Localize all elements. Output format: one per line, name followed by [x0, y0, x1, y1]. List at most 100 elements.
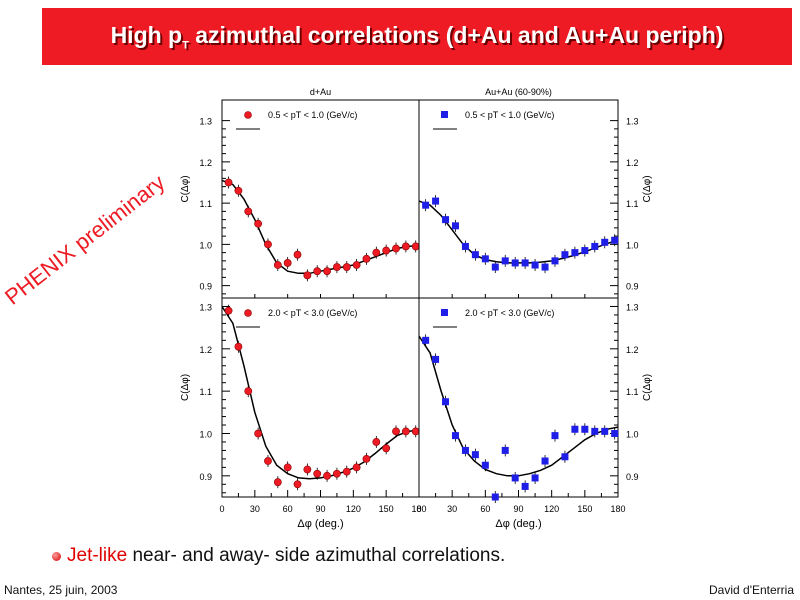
data-point — [313, 267, 322, 276]
data-point — [511, 474, 519, 482]
data-point — [244, 387, 253, 396]
data-point — [401, 242, 410, 251]
y-tick-label: 1.3 — [626, 302, 639, 312]
legend-marker — [441, 309, 448, 316]
y-axis-label: C(Δφ) — [180, 175, 191, 202]
y-axis-label: C(Δφ) — [180, 374, 191, 401]
y-tick-label: 1.0 — [199, 240, 212, 250]
data-point — [333, 263, 341, 271]
y-tick-label: 1.1 — [199, 387, 212, 397]
data-point — [511, 259, 519, 267]
data-point — [382, 246, 391, 255]
y-tick-label: 0.9 — [199, 282, 212, 292]
data-point — [372, 438, 381, 446]
data-point — [293, 250, 302, 259]
panel-title: Au+Au (60-90%) — [485, 87, 552, 97]
x-axis-label: Δφ (deg.) — [495, 518, 541, 530]
data-point — [362, 454, 371, 463]
data-point — [273, 261, 282, 269]
y-tick-label: 1.2 — [199, 345, 212, 355]
legend-marker — [441, 111, 448, 118]
data-point — [611, 236, 619, 244]
bullet-icon — [52, 551, 61, 561]
data-point — [293, 480, 302, 489]
data-point — [382, 444, 391, 453]
x-tick-label: 0 — [416, 504, 421, 514]
y-tick-label: 0.9 — [199, 472, 212, 482]
data-point — [481, 255, 489, 263]
x-tick-label: 150 — [379, 504, 394, 514]
y-tick-label: 1.0 — [199, 429, 212, 439]
x-tick-label: 90 — [315, 504, 325, 514]
legend-label: 2.0 < pT < 3.0 (GeV/c) — [465, 308, 554, 318]
data-point — [481, 461, 489, 469]
data-point — [581, 425, 589, 433]
data-point — [411, 427, 420, 436]
data-point — [264, 457, 272, 465]
data-point — [422, 201, 430, 209]
data-point — [521, 482, 529, 490]
y-tick-label: 1.0 — [626, 240, 639, 250]
data-point — [372, 248, 381, 257]
data-point — [551, 257, 559, 265]
data-point — [411, 242, 420, 251]
y-tick-label: 1.3 — [199, 302, 212, 312]
y-tick-label: 1.3 — [626, 117, 639, 127]
panel-frame-top-right — [418, 99, 619, 299]
data-point — [401, 427, 410, 436]
data-point — [224, 178, 233, 187]
data-point — [451, 222, 459, 230]
y-tick-label: 1.1 — [626, 387, 639, 397]
data-point — [392, 244, 400, 253]
y-tick-label: 1.2 — [199, 158, 212, 168]
y-tick-label: 0.9 — [626, 472, 639, 482]
x-axis-label: Δφ (deg.) — [297, 518, 343, 530]
data-point — [224, 306, 233, 315]
data-point — [254, 219, 263, 228]
data-point — [591, 242, 599, 250]
data-point — [234, 342, 243, 351]
data-point — [303, 271, 312, 280]
data-point — [352, 261, 361, 269]
x-tick-label: 180 — [610, 504, 625, 514]
bullet-highlight: Jet-like — [67, 545, 128, 566]
data-point — [601, 238, 609, 246]
data-point — [501, 257, 509, 265]
title-bar: High pT azimuthal correlations (d+Au and… — [42, 8, 792, 65]
data-point — [342, 263, 351, 271]
data-point — [234, 186, 243, 195]
data-point — [442, 216, 450, 224]
data-point — [283, 463, 292, 472]
data-point — [432, 355, 440, 363]
bullet-point: Jet-like near- and away- side azimuthal … — [52, 545, 505, 567]
data-point — [342, 467, 351, 476]
data-point — [561, 453, 569, 461]
data-point — [541, 457, 549, 465]
legend-label: 2.0 < pT < 3.0 (GeV/c) — [268, 308, 357, 318]
data-point — [491, 263, 499, 271]
panel-title: d+Au — [310, 87, 331, 97]
data-point — [283, 259, 292, 267]
data-point — [313, 469, 322, 478]
data-point — [571, 249, 579, 257]
data-point — [392, 427, 400, 436]
bullet-text: near- and away- side azimuthal correlati… — [127, 545, 506, 566]
data-point — [323, 471, 331, 480]
data-point — [611, 429, 619, 437]
data-point — [451, 432, 459, 440]
data-point — [591, 427, 599, 435]
y-tick-label: 1.3 — [199, 117, 212, 127]
data-point — [273, 478, 282, 487]
x-tick-label: 90 — [513, 504, 523, 514]
data-point — [264, 240, 272, 249]
data-point — [442, 398, 450, 406]
x-tick-label: 180 — [411, 504, 426, 514]
slide-title: High pT azimuthal correlations (d+Au and… — [110, 21, 724, 52]
data-point — [461, 242, 469, 250]
y-axis-label: C(Δφ) — [642, 374, 653, 401]
data-point — [432, 197, 440, 205]
data-point — [254, 429, 263, 438]
data-point — [352, 463, 361, 472]
data-point — [244, 207, 253, 216]
legend-marker — [244, 309, 252, 317]
